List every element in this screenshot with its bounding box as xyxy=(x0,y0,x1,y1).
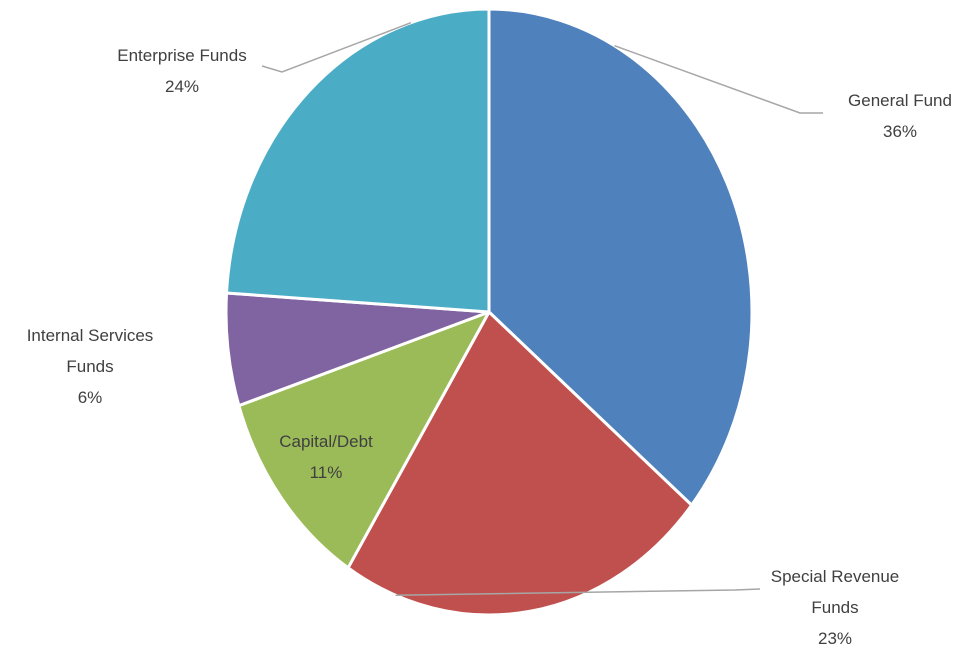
data-label-percent: 24% xyxy=(165,77,199,96)
leader-line xyxy=(395,588,761,596)
leader-lines xyxy=(261,21,823,596)
data-label-percent: 23% xyxy=(818,629,852,648)
data-label-category: Internal Services xyxy=(27,326,154,345)
data-label-percent: 11% xyxy=(310,463,343,482)
data-label-category: Capital/Debt xyxy=(279,432,373,451)
pie-slice-general-fund xyxy=(487,7,754,507)
leader-line xyxy=(261,21,412,73)
data-label-category: Funds xyxy=(811,598,858,617)
data-labels: General Fund 36% Special Revenue Funds 23% Ca… xyxy=(27,46,952,648)
data-label-category: General Fund xyxy=(848,91,952,110)
data-label-percent: 36% xyxy=(883,122,917,141)
pie-slice-enterprise-funds xyxy=(225,7,491,314)
data-label-percent: 6% xyxy=(78,388,103,407)
leader-line xyxy=(614,44,823,114)
pie-slices xyxy=(224,7,754,617)
data-label-category: Funds xyxy=(66,357,113,376)
pie-slice-capital-debt xyxy=(237,310,491,570)
data-label-category: Special Revenue xyxy=(771,567,900,586)
data-label-category: Enterprise Funds xyxy=(117,46,246,65)
pie-slice-special-revenue-funds xyxy=(346,310,694,617)
